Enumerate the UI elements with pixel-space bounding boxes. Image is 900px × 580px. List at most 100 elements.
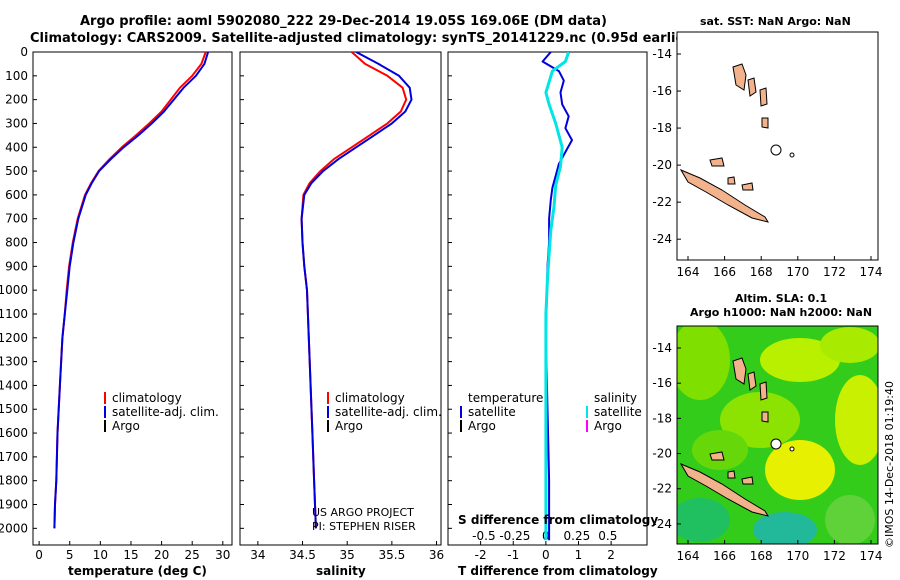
sla-patch — [677, 498, 730, 542]
x-tick-label: 2 — [607, 548, 615, 562]
series-line-satellite-adj-clim- — [300, 52, 413, 529]
map-x-tick-label: 166 — [713, 549, 736, 563]
depth-tick-label: 300 — [5, 116, 28, 130]
land-island — [761, 117, 769, 129]
sla-patch — [692, 430, 748, 470]
title-line-1: Argo profile: aoml 5902080_222 29-Dec-20… — [80, 14, 607, 29]
series-line-satellite-adj-clim- — [53, 52, 210, 529]
land-island — [759, 87, 768, 107]
land-island — [770, 144, 782, 156]
legend-argo-label: Argo — [335, 419, 363, 433]
x-top-tick-label: -0.25 — [499, 529, 530, 543]
depth-tick-label: 2000 — [0, 521, 28, 535]
map-y-tick-label: -14 — [652, 47, 672, 61]
temperature-series — [53, 52, 210, 529]
salinity-plot-frame — [239, 51, 442, 546]
x-tick-label: -1 — [507, 548, 519, 562]
x-tick-label: 34 — [250, 548, 265, 562]
depth-tick-label: 1200 — [0, 331, 28, 345]
depth-tick-label: 1100 — [0, 307, 28, 321]
sla-patch — [677, 326, 730, 400]
land-island — [732, 63, 747, 91]
legend-temperature-header: temperature — [468, 391, 543, 405]
depth-tick-label: 500 — [5, 164, 28, 178]
land-island — [732, 357, 747, 385]
map-x-tick-label: 168 — [750, 265, 773, 279]
land-island — [789, 152, 795, 158]
x-tick-label: 34.5 — [289, 548, 316, 562]
map-x-tick-label: 170 — [786, 549, 809, 563]
x-tick-label: 10 — [93, 548, 108, 562]
salinity-x-axis: 34 34.5 35 35.5 36 — [250, 541, 444, 562]
x-top-tick-label: 0.25 — [564, 529, 591, 543]
legend-argo-label: Argo — [112, 419, 140, 433]
depth-tick-label: 1600 — [0, 426, 28, 440]
sla-patch — [825, 495, 875, 544]
land-island — [709, 157, 725, 167]
sla-map-land — [679, 357, 795, 517]
depth-tick-label: 200 — [5, 93, 28, 107]
land-island — [727, 176, 736, 185]
map-x-tick-label: 174 — [860, 265, 883, 279]
legend-salinity-header: salinity — [594, 391, 637, 405]
map-y-tick-label: -14 — [652, 341, 672, 355]
depth-tick-label: 1700 — [0, 450, 28, 464]
land-island — [741, 182, 754, 191]
legend-satellite-label: satellite-adj. clim. — [335, 405, 442, 419]
x-tick-label: -2 — [475, 548, 487, 562]
map-y-tick-label: -24 — [652, 232, 672, 246]
legend-sal-satellite-label: satellite — [594, 405, 642, 419]
x-tick-label: 30 — [215, 548, 230, 562]
difference-plot-frame — [447, 51, 648, 546]
series-line-climatology — [53, 52, 207, 529]
sla-patch — [835, 375, 878, 465]
salinity-panel: 34 34.5 35 35.5 36 salinity climatology sate… — [239, 51, 444, 578]
x-tick-label: 35.5 — [379, 548, 406, 562]
sla-map-axes: 164 166 168 170 172 174 -14 -16 -18 -20 -22 -24 — [652, 341, 882, 563]
depth-tick-label: 1000 — [0, 283, 28, 297]
land-island — [679, 168, 770, 223]
map-x-tick-label: 166 — [713, 265, 736, 279]
legend-climatology-label: climatology — [335, 391, 405, 405]
map-y-tick-label: -24 — [652, 517, 672, 531]
land-island — [761, 411, 769, 423]
difference-panel: -2 -1 0 1 2-0.5 -0.25 0 0.25 0.5 T difference fr… — [447, 51, 658, 578]
land-island — [759, 381, 768, 401]
map-y-tick-label: -20 — [652, 158, 672, 172]
map-y-tick-label: -22 — [652, 195, 672, 209]
salinity-series — [300, 52, 413, 529]
land-island — [679, 462, 770, 517]
depth-tick-label: 400 — [5, 140, 28, 154]
title-line-2: Climatology: CARS2009. Satellite-adjuste… — [30, 31, 697, 46]
project-annotation: US ARGO PROJECT — [312, 506, 414, 519]
sla-patch — [765, 440, 835, 500]
x-top-tick-label: 0.5 — [598, 529, 617, 543]
map-x-tick-label: 172 — [823, 549, 846, 563]
sst-map-axes: 164 166 168 170 172 174 -14 -16 -18 -20 -22 -24 — [652, 47, 882, 279]
sst-map-land — [679, 63, 795, 223]
depth-tick-label: 800 — [5, 236, 28, 250]
legend-temp-satellite-label: satellite — [468, 405, 516, 419]
depth-tick-label: 0 — [20, 45, 28, 59]
depth-axis: 0 100 200 300 400 500 600 700 800 900 1000 1100 1200… — [0, 45, 452, 535]
land-island — [741, 476, 754, 485]
land-island — [747, 371, 757, 391]
map-y-tick-label: -18 — [652, 411, 672, 425]
sla-map-frame — [676, 325, 879, 545]
map-y-tick-label: -16 — [652, 376, 672, 390]
depth-tick-label: 1900 — [0, 498, 28, 512]
salinity-legend: climatology satellite-adj. clim. Argo — [327, 391, 442, 433]
depth-tick-label: 100 — [5, 69, 28, 83]
imos-credit: ©IMOS 14-Dec-2018 01:19:40 — [883, 381, 896, 548]
x-tick-label: 5 — [66, 548, 74, 562]
sla-map-title-1: Altim. SLA: 0.1 — [735, 292, 827, 305]
x-tick-label: 36 — [429, 548, 444, 562]
legend-climatology-label: climatology — [112, 391, 182, 405]
sst-map-title: sat. SST: NaN Argo: NaN — [700, 15, 851, 28]
t-difference-label: T difference from climatology — [458, 564, 658, 578]
map-y-tick-label: -22 — [652, 482, 672, 496]
x-tick-label: 20 — [154, 548, 169, 562]
legend-sal-argo-label: Argo — [594, 419, 622, 433]
depth-tick-label: 1300 — [0, 355, 28, 369]
